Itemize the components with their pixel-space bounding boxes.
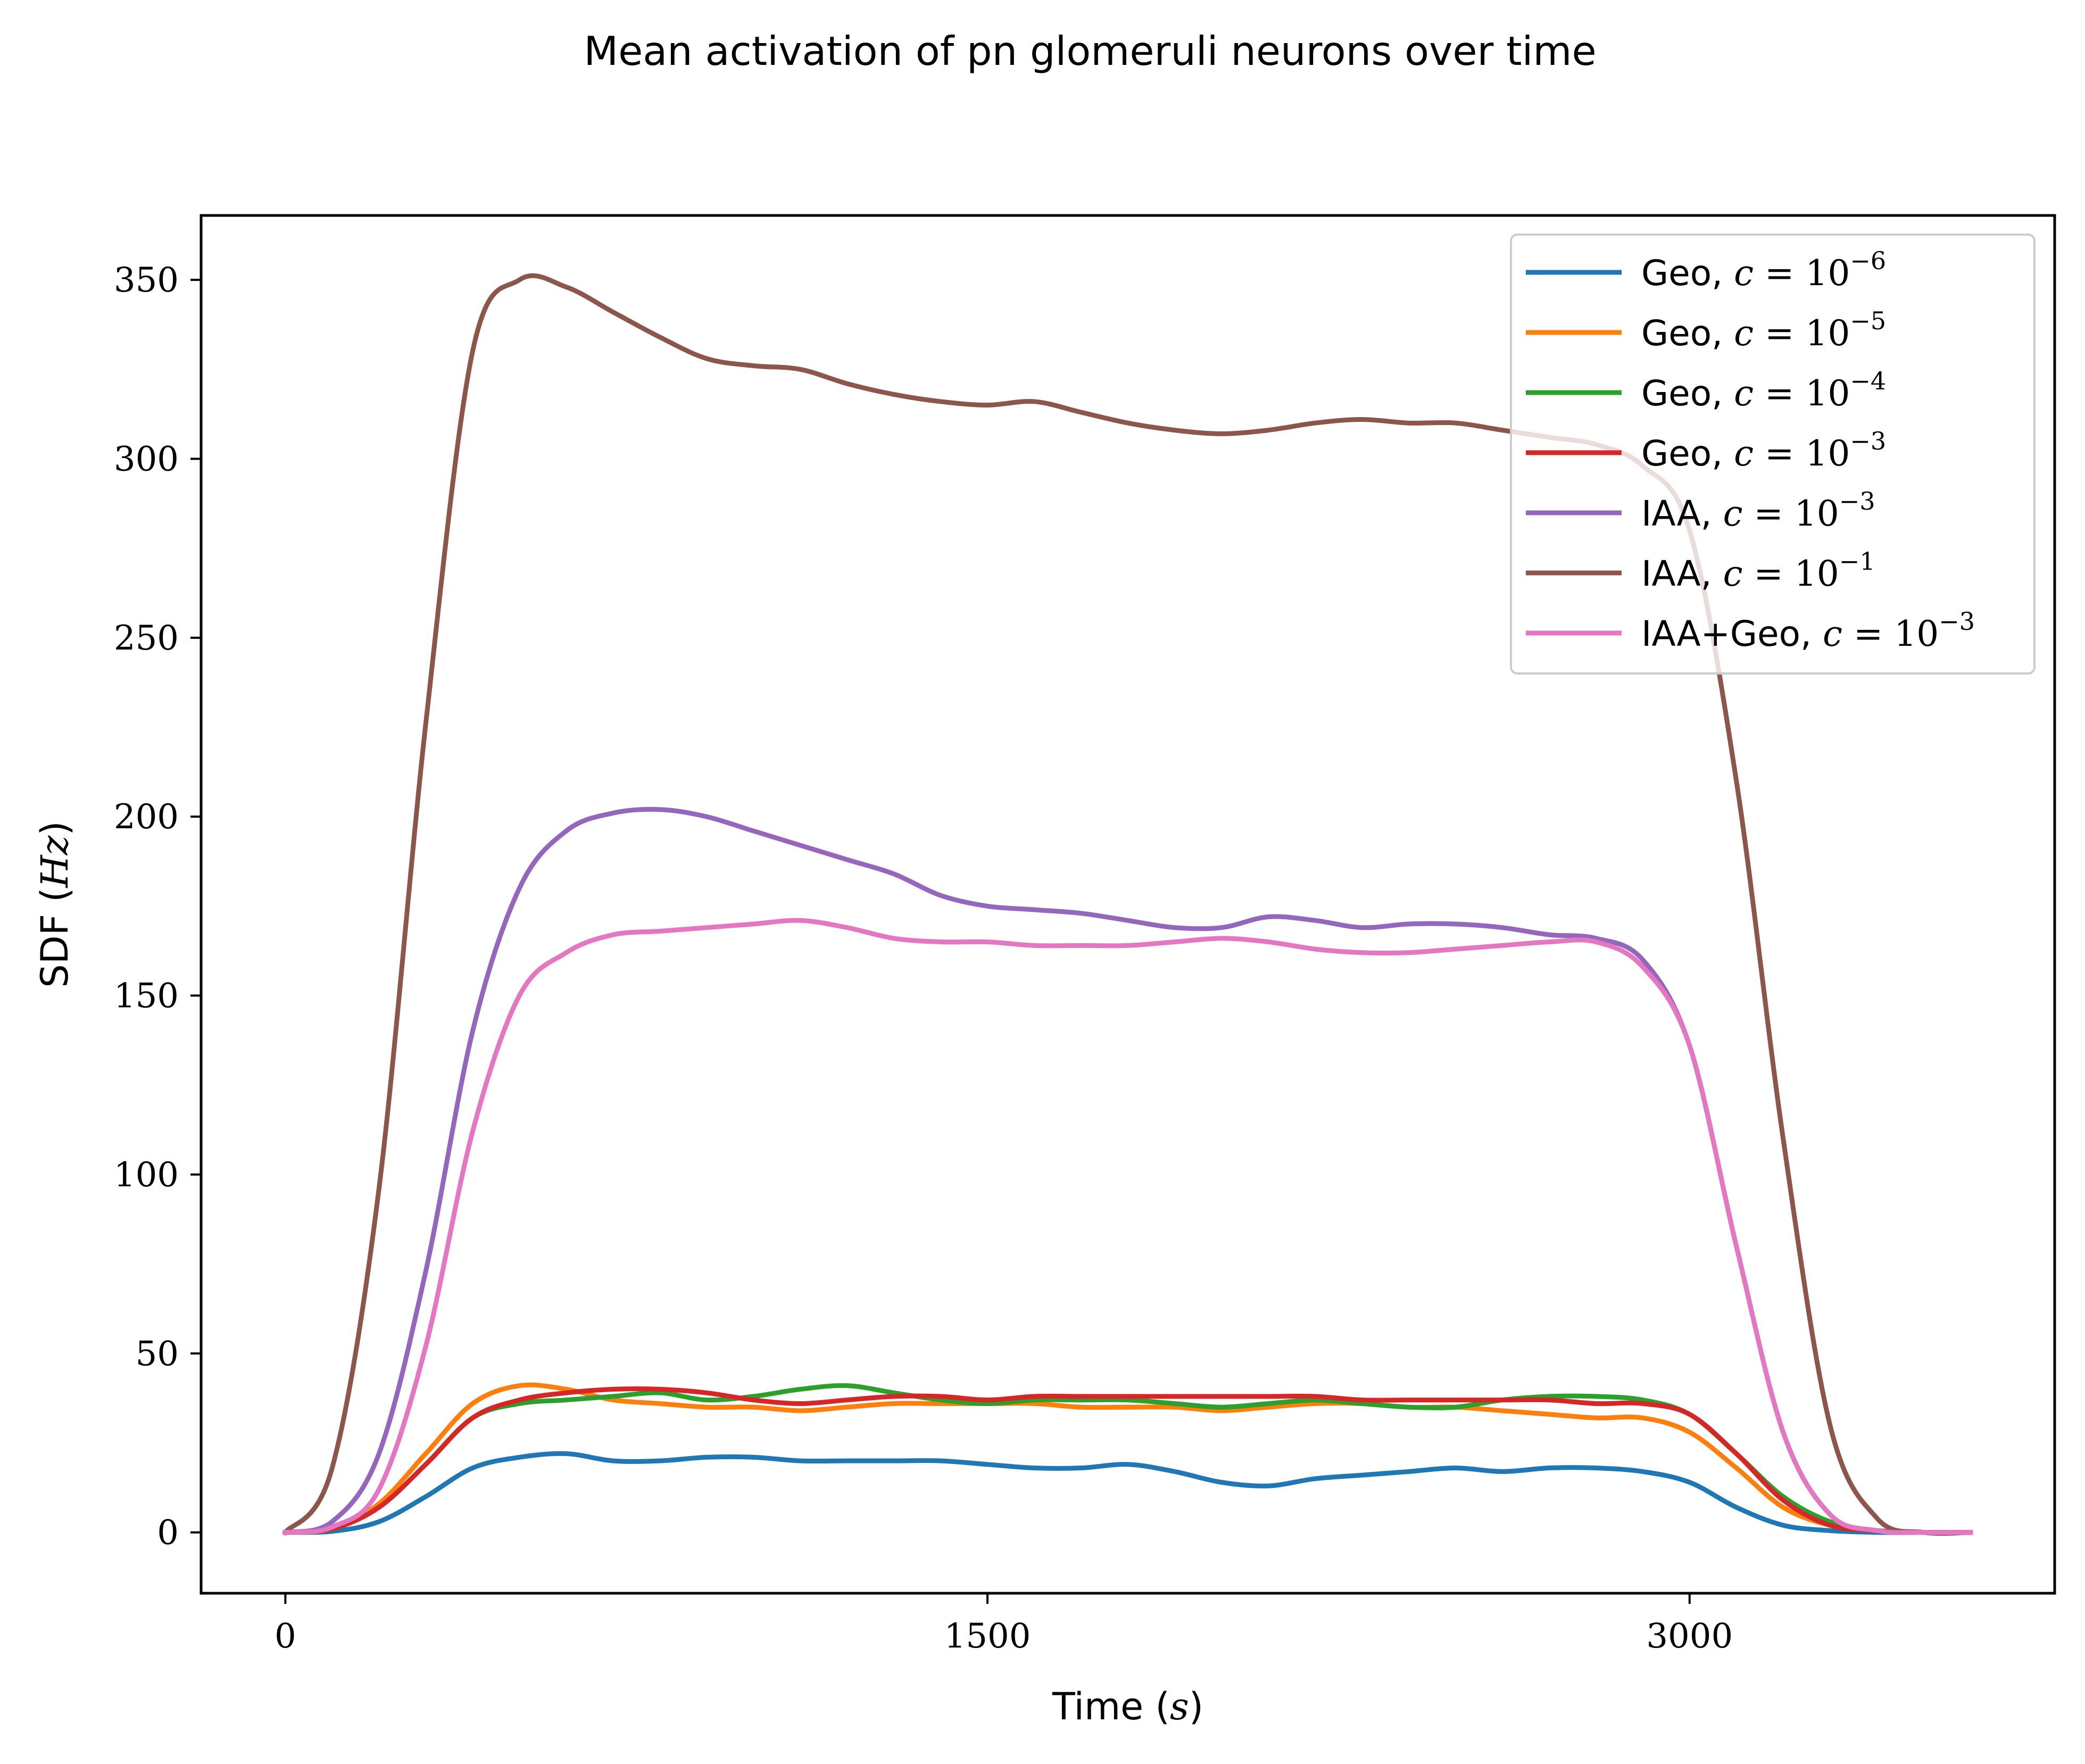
- series-line-4: [283, 1386, 1973, 1535]
- legend-label: IAA, c = 10−1: [1641, 547, 1875, 594]
- legend-entries: Geo, c = 10−6 Geo, c = 10−5 Geo, c = 10−4 G…: [1526, 246, 1975, 654]
- series-line-6: [282, 273, 1973, 1536]
- x-axis-label: Time (s): [1052, 1685, 1203, 1728]
- legend-label: Geo, c = 10−3: [1641, 427, 1886, 474]
- legend-entry: IAA, c = 10−1: [1526, 547, 1875, 594]
- x-tick-label: 0: [275, 1617, 296, 1656]
- legend-entry: IAA, c = 10−3: [1526, 487, 1875, 534]
- chart-title: Mean activation of pn glomeruli neurons …: [584, 28, 1596, 74]
- legend-label: Geo, c = 10−5: [1641, 306, 1886, 354]
- y-tick-label: 100: [114, 1155, 179, 1195]
- series-line-2: [283, 1382, 1973, 1535]
- legend-box: [1510, 234, 2036, 675]
- legend-entry: Geo, c = 10−5: [1526, 306, 1886, 354]
- series-line-7: [283, 918, 1973, 1535]
- y-tick-label: 350: [114, 261, 179, 300]
- legend-label: Geo, c = 10−6: [1641, 246, 1886, 294]
- x-axis-ticks: 0 1500 3000: [275, 1593, 1733, 1656]
- y-tick-label: 0: [157, 1513, 179, 1553]
- x-axis-label-unit: s: [1170, 1685, 1189, 1728]
- legend-label: IAA, c = 10−3: [1641, 487, 1875, 534]
- legend-label: Geo, c = 10−4: [1641, 367, 1886, 414]
- plot-area: [200, 214, 2056, 1595]
- legend-entry: Geo, c = 10−4: [1526, 367, 1886, 414]
- y-axis-label-text: SDF: [33, 914, 77, 988]
- legend-label: IAA+Geo, c = 10−3: [1641, 607, 1975, 654]
- legend-entry: Geo, c = 10−3: [1526, 427, 1886, 474]
- x-axis-label-text: Time: [1052, 1685, 1143, 1728]
- y-axis-label: SDF (Hz): [33, 821, 77, 987]
- y-tick-label: 200: [114, 797, 179, 837]
- y-tick-label: 150: [114, 977, 179, 1016]
- y-tick-label: 50: [136, 1334, 179, 1374]
- series-line-1: [283, 1451, 1973, 1535]
- x-tick-label: 3000: [1646, 1617, 1733, 1656]
- y-axis-ticks: 0 50 100 150 200 250 300 350: [114, 261, 201, 1553]
- x-tick-label: 1500: [944, 1617, 1031, 1656]
- series-group: [282, 273, 1973, 1536]
- legend-entry: Geo, c = 10−6: [1526, 246, 1886, 294]
- y-axis-label-unit: Hz: [33, 835, 77, 888]
- legend: Geo, c = 10−6 Geo, c = 10−5 Geo, c = 10−4 G…: [1510, 234, 2036, 675]
- legend-entry: IAA+Geo, c = 10−3: [1526, 607, 1975, 654]
- y-tick-label: 250: [114, 619, 179, 658]
- y-tick-label: 300: [114, 439, 179, 479]
